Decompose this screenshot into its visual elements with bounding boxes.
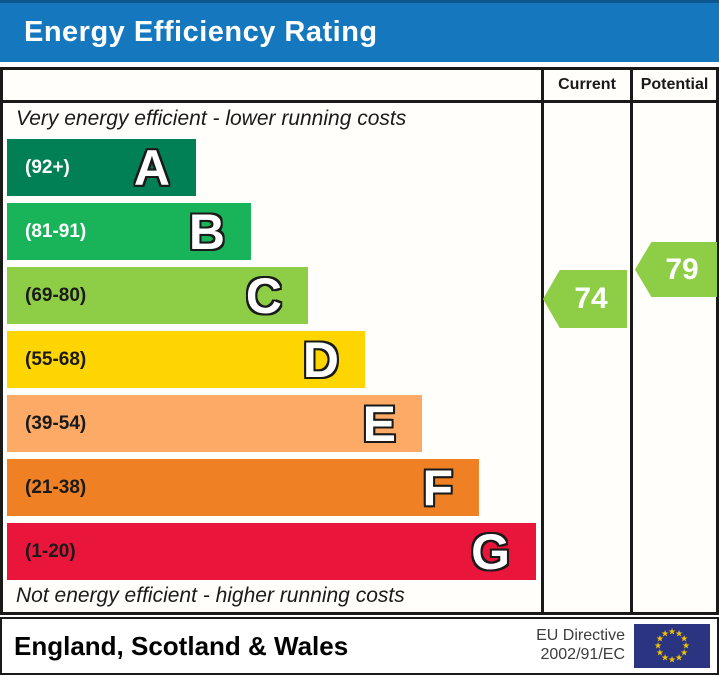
band-range-label: (1-20) <box>25 540 76 562</box>
eu-flag-star: ★ <box>667 654 677 665</box>
band-row-E: (39-54) E <box>7 395 422 452</box>
band-range-label: (92+) <box>25 156 70 178</box>
band-row-G: (1-20) G <box>7 523 536 580</box>
header-row-divider <box>0 100 719 103</box>
band-row-A: (92+) A <box>7 139 196 196</box>
eu-flag-star: ★ <box>674 628 684 639</box>
eu-flag-star: ★ <box>660 628 670 639</box>
eu-directive-line1: EU Directive <box>536 627 625 644</box>
eu-directive-label: EU Directive 2002/91/EC <box>536 626 625 664</box>
title-bar: Energy Efficiency Rating <box>0 0 719 62</box>
band-letter: B <box>188 203 225 260</box>
band-range-label: (21-38) <box>25 476 87 498</box>
eu-flag-star: ★ <box>674 652 684 663</box>
eu-flag-star: ★ <box>655 647 664 658</box>
band-letter: A <box>133 139 170 196</box>
eu-flag-star: ★ <box>680 633 689 644</box>
band-range-label: (81-91) <box>25 220 87 242</box>
eu-flag-star: ★ <box>680 647 689 658</box>
caption-not-efficient: Not energy efficient - higher running co… <box>16 584 405 607</box>
band-row-B: (81-91) B <box>7 203 251 260</box>
band-letter: D <box>302 331 339 388</box>
band-range-label: (39-54) <box>25 412 87 434</box>
band-letter: E <box>362 395 396 452</box>
caption-very-efficient: Very energy efficient - lower running co… <box>16 107 407 130</box>
band-letter: G <box>471 523 510 580</box>
eu-directive-line2: 2002/91/EC <box>540 646 625 663</box>
column-header-current: Current <box>558 76 616 93</box>
current-rating-value: 74 <box>574 282 608 315</box>
eu-flag-star: ★ <box>653 640 663 651</box>
potential-rating-arrow: 79 <box>635 242 717 297</box>
potential-rating-value: 79 <box>665 252 699 286</box>
band-letter: C <box>245 267 282 324</box>
eu-flag-star: ★ <box>667 626 677 637</box>
current-rating-arrow: 74 <box>543 270 627 328</box>
column-divider-potential <box>630 67 633 615</box>
page-title: Energy Efficiency Rating <box>24 16 378 48</box>
eu-flag-icon: ★ ★ ★ ★ ★ ★ ★ ★ ★ ★ ★ ★ <box>634 624 710 668</box>
column-divider-current <box>541 67 544 615</box>
band-row-D: (55-68) D <box>7 331 365 388</box>
eu-flag-star: ★ <box>681 640 691 651</box>
footer-bar: England, Scotland & Wales EU Directive 2… <box>0 617 719 675</box>
band-row-F: (21-38) F <box>7 459 479 516</box>
band-letter: F <box>422 459 453 516</box>
column-header-potential: Potential <box>640 76 709 93</box>
band-range-label: (69-80) <box>25 284 87 306</box>
eu-flag-star: ★ <box>655 633 664 644</box>
band-row-C: (69-80) C <box>7 267 308 324</box>
eu-flag-star: ★ <box>660 652 670 663</box>
band-range-label: (55-68) <box>25 348 87 370</box>
region-label: England, Scotland & Wales <box>14 630 349 661</box>
